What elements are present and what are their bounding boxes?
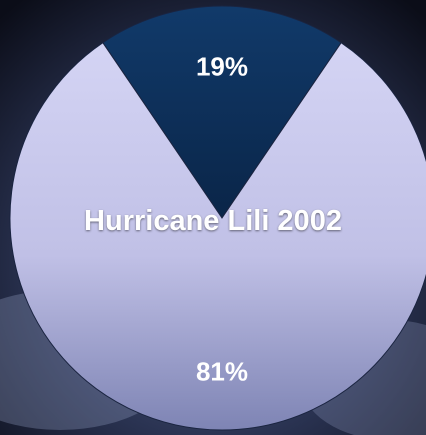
- chart-title: Hurricane Lili 2002: [84, 205, 342, 237]
- slice-data-label: 19%: [196, 51, 248, 81]
- pie-slice: [9, 41, 426, 431]
- slice-data-label: 81%: [196, 357, 248, 387]
- pie-slice: [102, 5, 342, 219]
- pie-slice-labels: 19% 81%: [196, 51, 248, 386]
- pie-slices: [9, 5, 426, 431]
